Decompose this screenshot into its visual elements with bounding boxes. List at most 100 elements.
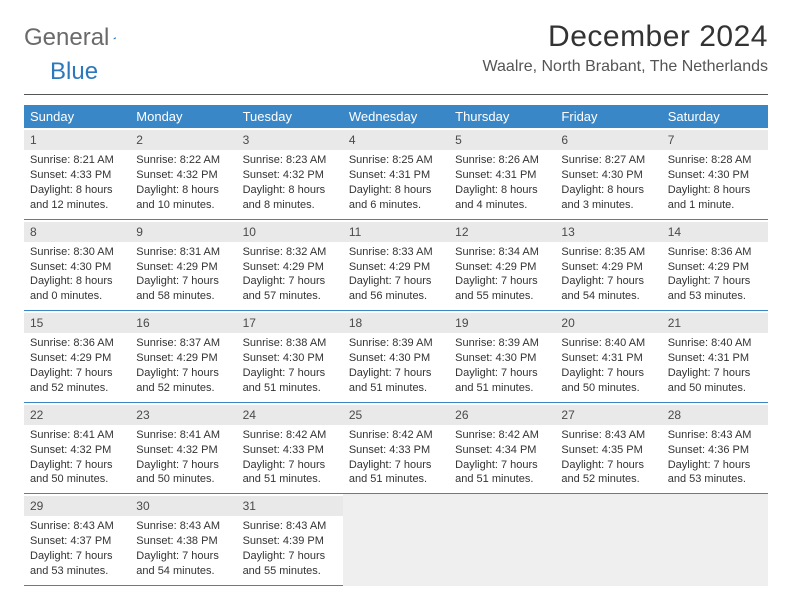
day-cell: 30Sunrise: 8:43 AMSunset: 4:38 PMDayligh…: [130, 494, 236, 586]
empty-cell: [555, 494, 661, 586]
sunrise-line: Sunrise: 8:40 AM: [561, 336, 655, 351]
day-number: 1: [24, 130, 130, 150]
day-cell: 28Sunrise: 8:43 AMSunset: 4:36 PMDayligh…: [662, 403, 768, 495]
daylight-line: Daylight: 8 hours and 6 minutes.: [349, 183, 443, 213]
day-number: 31: [237, 496, 343, 516]
sunrise-line: Sunrise: 8:32 AM: [243, 245, 337, 260]
empty-cell: [449, 494, 555, 586]
sunrise-line: Sunrise: 8:39 AM: [455, 336, 549, 351]
sunset-line: Sunset: 4:36 PM: [668, 443, 762, 458]
sunrise-line: Sunrise: 8:27 AM: [561, 153, 655, 168]
day-number: 26: [449, 405, 555, 425]
sunset-line: Sunset: 4:32 PM: [136, 168, 230, 183]
day-number: 19: [449, 313, 555, 333]
day-cell: 18Sunrise: 8:39 AMSunset: 4:30 PMDayligh…: [343, 311, 449, 403]
sunrise-line: Sunrise: 8:41 AM: [30, 428, 124, 443]
week-row: 15 Sunrise: 8:36 AMSunset: 4:29 PM Dayligh…: [24, 311, 768, 403]
daylight-line: Daylight: 7 hours and 50 minutes.: [668, 366, 762, 396]
sunset-line: Sunset: 4:31 PM: [561, 351, 655, 366]
month-title: December 2024: [483, 20, 768, 54]
sunset-line: Sunset: 4:32 PM: [30, 443, 124, 458]
sunrise-line: Sunrise: 8:43 AM: [136, 519, 230, 534]
sunset-line: Sunset: 4:29 PM: [136, 260, 230, 275]
sunrise-line: Sunrise: 8:43 AM: [30, 519, 124, 534]
day-cell: 26Sunrise: 8:42 AMSunset: 4:34 PMDayligh…: [449, 403, 555, 495]
sunset-line: Sunset: 4:29 PM: [455, 260, 549, 275]
sunset-line: Sunset: 4:35 PM: [561, 443, 655, 458]
daylight-line: Daylight: 7 hours and 51 minutes.: [455, 366, 549, 396]
day-cell: 8 Sunrise: 8:30 AMSunset: 4:30 PMDaylight…: [24, 220, 130, 312]
day-cell: 7Sunrise: 8:28 AMSunset: 4:30 PMDaylight…: [662, 128, 768, 220]
logo-triangle-icon: [113, 29, 117, 47]
sunset-line: Sunset: 4:33 PM: [243, 443, 337, 458]
daylight-line: Daylight: 7 hours and 52 minutes.: [561, 458, 655, 488]
day-number: 15: [24, 313, 130, 333]
daylight-line: Daylight: 7 hours and 54 minutes.: [136, 549, 230, 579]
day-cell: 19Sunrise: 8:39 AMSunset: 4:30 PMDayligh…: [449, 311, 555, 403]
week-row: 29Sunrise: 8:43 AMSunset: 4:37 PMDayligh…: [24, 494, 768, 586]
day-cell: 14Sunrise: 8:36 AMSunset: 4:29 PMDayligh…: [662, 220, 768, 312]
day-cell: 20Sunrise: 8:40 AMSunset: 4:31 PMDayligh…: [555, 311, 661, 403]
sunrise-line: Sunrise: 8:33 AM: [349, 245, 443, 260]
daylight-line: Daylight: 7 hours and 56 minutes.: [349, 274, 443, 304]
sunrise-line: Sunrise: 8:39 AM: [349, 336, 443, 351]
day-number: 27: [555, 405, 661, 425]
day-cell: 3Sunrise: 8:23 AMSunset: 4:32 PMDaylight…: [237, 128, 343, 220]
sunset-line: Sunset: 4:39 PM: [243, 534, 337, 549]
sunrise-line: Sunrise: 8:36 AM: [668, 245, 762, 260]
day-cell: 27Sunrise: 8:43 AMSunset: 4:35 PMDayligh…: [555, 403, 661, 495]
day-number: 17: [237, 313, 343, 333]
week-row: 8Sunrise: 8:30 AMSunset: 4:30 PMDaylight…: [24, 220, 768, 312]
sunrise-line: Sunrise: 8:34 AM: [455, 245, 549, 260]
day-header-cell: Sunday: [24, 105, 130, 128]
logo-text-blue: Blue: [24, 58, 98, 85]
sunset-line: Sunset: 4:31 PM: [349, 168, 443, 183]
sunset-line: Sunset: 4:30 PM: [668, 168, 762, 183]
sunrise-line: Sunrise: 8:42 AM: [243, 428, 337, 443]
sunset-line: Sunset: 4:33 PM: [349, 443, 443, 458]
sunset-line: Sunset: 4:29 PM: [561, 260, 655, 275]
sunset-line: Sunset: 4:33 PM: [30, 168, 124, 183]
day-number: 11: [343, 222, 449, 242]
day-number: 21: [662, 313, 768, 333]
daylight-line: Daylight: 7 hours and 51 minutes.: [349, 458, 443, 488]
day-number: 8: [24, 222, 130, 242]
daylight-line: Daylight: 7 hours and 51 minutes.: [349, 366, 443, 396]
day-cell: 5Sunrise: 8:26 AMSunset: 4:31 PMDaylight…: [449, 128, 555, 220]
sunset-line: Sunset: 4:29 PM: [243, 260, 337, 275]
sunrise-line: Sunrise: 8:26 AM: [455, 153, 549, 168]
sunset-line: Sunset: 4:29 PM: [30, 351, 124, 366]
sunrise-line: Sunrise: 8:36 AM: [30, 336, 124, 351]
day-header-row: SundayMondayTuesdayWednesdayThursdayFrid…: [24, 105, 768, 128]
sunrise-line: Sunrise: 8:28 AM: [668, 153, 762, 168]
day-cell: 6Sunrise: 8:27 AMSunset: 4:30 PMDaylight…: [555, 128, 661, 220]
daylight-line: Daylight: 7 hours and 54 minutes.: [561, 274, 655, 304]
sunset-line: Sunset: 4:30 PM: [30, 260, 124, 275]
calendar: SundayMondayTuesdayWednesdayThursdayFrid…: [24, 105, 768, 586]
day-number: 2: [130, 130, 236, 150]
day-cell: 23Sunrise: 8:41 AMSunset: 4:32 PMDayligh…: [130, 403, 236, 495]
daylight-line: Daylight: 8 hours and 4 minutes.: [455, 183, 549, 213]
day-number: 28: [662, 405, 768, 425]
sunset-line: Sunset: 4:29 PM: [668, 260, 762, 275]
daylight-line: Daylight: 7 hours and 53 minutes.: [668, 274, 762, 304]
sunset-line: Sunset: 4:31 PM: [668, 351, 762, 366]
daylight-line: Daylight: 7 hours and 51 minutes.: [455, 458, 549, 488]
day-number: 25: [343, 405, 449, 425]
daylight-line: Daylight: 8 hours and 0 minutes.: [30, 274, 124, 304]
sunset-line: Sunset: 4:37 PM: [30, 534, 124, 549]
day-number: 7: [662, 130, 768, 150]
day-cell: 13Sunrise: 8:35 AMSunset: 4:29 PMDayligh…: [555, 220, 661, 312]
day-cell: 21Sunrise: 8:40 AMSunset: 4:31 PMDayligh…: [662, 311, 768, 403]
daylight-line: Daylight: 7 hours and 57 minutes.: [243, 274, 337, 304]
sunset-line: Sunset: 4:32 PM: [136, 443, 230, 458]
day-cell: 9Sunrise: 8:31 AMSunset: 4:29 PMDaylight…: [130, 220, 236, 312]
day-number: 13: [555, 222, 661, 242]
day-number: 22: [24, 405, 130, 425]
day-number: 4: [343, 130, 449, 150]
day-header-cell: Wednesday: [343, 105, 449, 128]
day-number: 12: [449, 222, 555, 242]
sunrise-line: Sunrise: 8:30 AM: [30, 245, 124, 260]
day-number: 9: [130, 222, 236, 242]
daylight-line: Daylight: 8 hours and 12 minutes.: [30, 183, 124, 213]
